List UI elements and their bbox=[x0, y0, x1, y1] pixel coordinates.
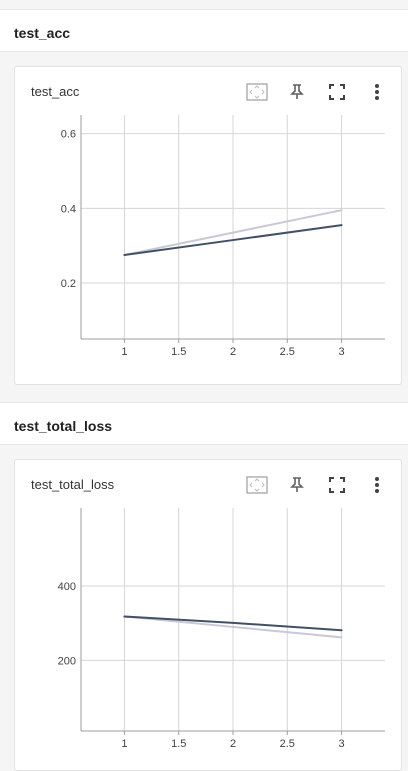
pin-button[interactable] bbox=[286, 81, 308, 103]
more-options-button[interactable] bbox=[366, 81, 388, 103]
chart-card-test-total-loss: test_total_loss 200 400 1 1.5 2 2.5 3 bbox=[14, 459, 402, 771]
y-tick-label: 200 bbox=[58, 655, 76, 667]
x-tick-label: 2.5 bbox=[280, 738, 295, 750]
section-header-test-acc[interactable]: test_acc bbox=[0, 9, 408, 52]
chart-card-test-acc: test_acc 0.2 0.4 0.6 1 1.5 2 2.5 3 bbox=[14, 66, 402, 385]
x-tick-label: 2 bbox=[230, 738, 236, 750]
x-tick-label: 3 bbox=[339, 346, 345, 358]
more-options-button[interactable] bbox=[366, 474, 388, 496]
series-line-1[interactable] bbox=[123, 615, 343, 639]
pin-button[interactable] bbox=[286, 474, 308, 496]
fit-domain-icon bbox=[246, 476, 268, 494]
section-header-test-total-loss[interactable]: test_total_loss bbox=[0, 402, 408, 445]
x-tick-label: 1 bbox=[121, 346, 127, 358]
more-vert-icon bbox=[375, 477, 379, 493]
card-title: test_acc bbox=[31, 84, 80, 99]
fullscreen-icon bbox=[329, 84, 345, 100]
y-tick-label: 0.6 bbox=[61, 129, 76, 141]
x-tick-label: 1.5 bbox=[171, 738, 186, 750]
fit-domain-button[interactable] bbox=[246, 81, 268, 103]
x-tick-label: 1 bbox=[121, 738, 127, 750]
series-line-1[interactable] bbox=[123, 209, 343, 256]
more-vert-icon bbox=[375, 84, 379, 100]
series-line-0[interactable] bbox=[123, 615, 343, 632]
fit-domain-button[interactable] bbox=[246, 474, 268, 496]
card-title: test_total_loss bbox=[31, 477, 115, 492]
y-tick-label: 0.4 bbox=[61, 203, 76, 215]
pin-icon bbox=[290, 477, 304, 492]
fullscreen-button[interactable] bbox=[326, 474, 348, 496]
series-line-0[interactable] bbox=[123, 224, 343, 256]
line-chart-test-acc[interactable]: 0.2 0.4 0.6 1 1.5 2 2.5 3 bbox=[15, 67, 401, 384]
section-title: test_total_loss bbox=[14, 418, 113, 434]
x-tick-label: 1.5 bbox=[171, 346, 186, 358]
y-tick-label: 400 bbox=[58, 581, 76, 593]
pin-icon bbox=[290, 84, 304, 99]
fullscreen-button[interactable] bbox=[326, 81, 348, 103]
y-tick-label: 0.2 bbox=[61, 278, 76, 290]
fit-domain-icon bbox=[246, 83, 268, 101]
section-title: test_acc bbox=[14, 25, 71, 41]
fullscreen-icon bbox=[329, 477, 345, 493]
x-tick-label: 2 bbox=[230, 346, 236, 358]
line-chart-test-total-loss[interactable]: 200 400 1 1.5 2 2.5 3 bbox=[15, 460, 401, 770]
x-tick-label: 3 bbox=[339, 738, 345, 750]
x-tick-label: 2.5 bbox=[280, 346, 295, 358]
